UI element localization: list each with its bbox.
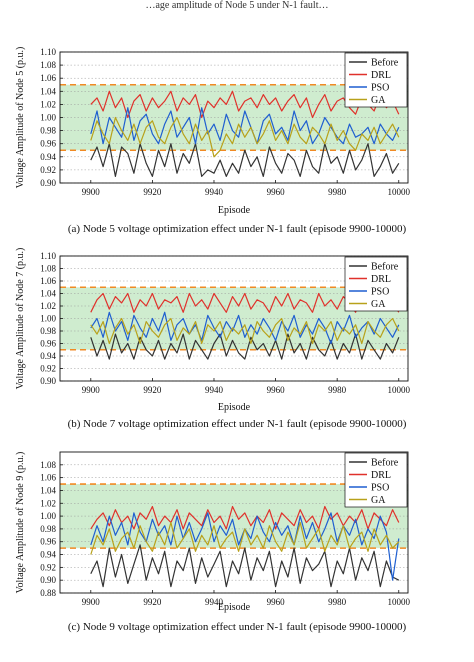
x-axis-label: Episode [218,402,251,413]
x-tick-label: 10000 [388,385,411,395]
legend-label: DRL [371,470,391,481]
legend-label: PSO [371,83,389,94]
x-tick-label: 9920 [143,187,162,197]
series-line-before [90,143,400,177]
y-tick-label: 0.90 [40,575,56,585]
y-tick-label: 1.04 [40,86,56,96]
y-axis-label: Voltage Amplitude of Node 7 (p.u.) [15,248,26,390]
x-tick-label: 9960 [267,385,286,395]
y-tick-label: 1.04 [40,485,56,495]
series-line-before [90,544,400,588]
y-tick-label: 1.08 [40,460,56,470]
y-tick-label: 1.02 [40,301,56,311]
y-tick-label: 0.98 [40,326,56,336]
x-axis-label: Episode [218,205,251,216]
legend-label: Before [371,58,399,69]
x-tick-label: 9920 [143,597,162,607]
y-tick-label: 0.92 [40,562,56,572]
x-tick-label: 9900 [82,597,101,607]
y-tick-label: 1.10 [40,251,56,261]
series-line-ga [90,116,400,158]
x-tick-label: 9940 [205,597,224,607]
y-tick-label: 0.90 [40,376,56,386]
x-tick-label: 9960 [267,187,286,197]
y-tick-label: 0.96 [40,537,56,547]
y-tick-label: 1.00 [40,314,56,324]
y-tick-label: 1.06 [40,73,56,83]
x-axis-label: Episode [218,602,251,613]
y-tick-label: 1.10 [40,47,56,57]
legend-label: DRL [371,70,391,81]
y-axis-label: Voltage Amplitude of Node 5 (p.u.) [15,47,26,189]
y-tick-label: 0.92 [40,165,56,175]
legend-label: DRL [371,274,391,285]
top-caption: …age amplitude of Node 5 under N-1 fault… [145,0,329,11]
y-axis-label: Voltage Amplitude of Node 9 (p.u.) [15,452,26,594]
legend-label: Before [371,458,399,469]
y-tick-label: 0.92 [40,364,56,374]
x-tick-label: 9940 [205,187,224,197]
y-tick-label: 0.96 [40,339,56,349]
y-tick-label: 1.08 [40,264,56,274]
x-tick-label: 9980 [328,597,347,607]
y-tick-label: 1.08 [40,60,56,70]
y-tick-label: 1.02 [40,99,56,109]
y-tick-label: 1.00 [40,511,56,521]
y-tick-label: 0.94 [40,351,56,361]
legend-label: GA [371,95,386,106]
series-line-pso [90,311,400,345]
x-tick-label: 9940 [205,385,224,395]
legend-label: PSO [371,483,389,494]
plot-frame [59,255,409,382]
legend-label: PSO [371,287,389,298]
chart-panel-3: 0.88 0.90 0.92 0.94 0.96 0.98 1.00 1.02 1.04 1.06… [15,451,411,633]
series-line-pso [90,107,400,145]
x-tick-label: 10000 [388,597,411,607]
y-tick-label: 0.96 [40,139,56,149]
plot-frame [59,51,409,184]
series-line-ga [90,521,400,555]
panel-caption: (c) Node 9 voltage optimization effect u… [68,621,407,633]
y-tick-label: 1.02 [40,498,56,508]
y-tick-label: 0.98 [40,126,56,136]
legend-label: GA [371,495,386,506]
y-tick-label: 0.94 [40,550,56,560]
panel-caption: (a) Node 5 voltage optimization effect u… [68,223,407,235]
x-tick-label: 9900 [82,385,101,395]
x-tick-label: 9900 [82,187,101,197]
y-tick-label: 1.06 [40,473,56,483]
y-tick-label: 0.94 [40,152,56,162]
series-line-drl [90,505,400,530]
series-line-ga [90,317,400,345]
y-tick-label: 0.88 [40,588,56,598]
x-tick-label: 10000 [388,187,411,197]
x-tick-label: 9980 [328,187,347,197]
y-tick-label: 0.98 [40,524,56,534]
plot-frame [59,451,409,594]
x-tick-label: 9980 [328,385,347,395]
series-line-before [90,333,400,360]
y-tick-label: 1.00 [40,113,56,123]
y-tick-label: 0.90 [40,178,56,188]
legend-label: Before [371,262,399,273]
x-tick-label: 9960 [267,597,286,607]
y-tick-label: 1.04 [40,289,56,299]
chart-panel-1: 0.90 0.92 0.94 0.96 0.98 1.00 1.02 1.04 1.06 1.08… [15,47,411,235]
chart-panel-2: 0.90 0.92 0.94 0.96 0.98 1.00 1.02 1.04 1.06 1.08… [15,248,411,430]
y-tick-label: 1.06 [40,276,56,286]
x-tick-label: 9920 [143,385,162,395]
panel-caption: (b) Node 7 voltage optimization effect u… [68,418,407,430]
legend-label: GA [371,299,386,310]
